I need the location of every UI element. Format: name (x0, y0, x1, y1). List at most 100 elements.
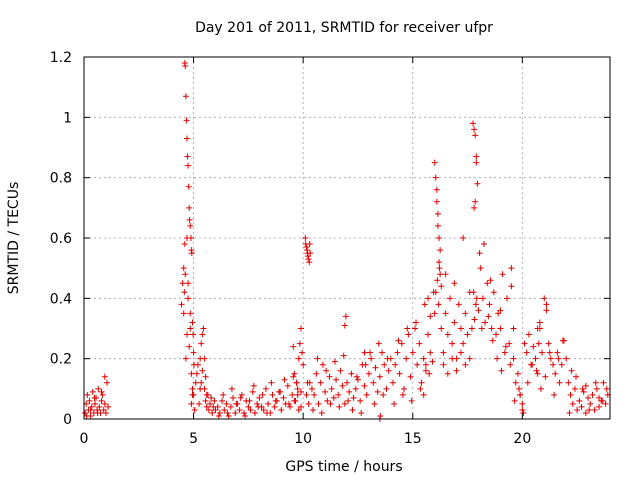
data-point (315, 400, 322, 407)
data-point (539, 349, 546, 356)
data-point (462, 361, 469, 368)
data-point (596, 394, 603, 401)
data-point (422, 361, 429, 368)
data-point (442, 310, 449, 317)
data-point (503, 295, 510, 302)
data-point (436, 265, 443, 272)
data-point (377, 412, 384, 419)
data-point (489, 337, 496, 344)
data-point (437, 271, 444, 278)
data-point (600, 379, 607, 386)
data-point (254, 400, 261, 407)
data-point (240, 409, 247, 416)
data-point (420, 355, 427, 362)
data-point (519, 406, 526, 413)
data-point (199, 367, 206, 374)
data-point (432, 174, 439, 181)
data-point (202, 373, 209, 380)
data-point (473, 295, 480, 302)
data-point (372, 364, 379, 371)
data-point (293, 379, 300, 386)
data-point (233, 400, 240, 407)
data-point (189, 391, 196, 398)
data-point (297, 325, 304, 332)
data-point (555, 355, 562, 362)
data-point (255, 403, 262, 410)
data-point (84, 391, 91, 398)
data-point (238, 391, 245, 398)
data-point (455, 301, 462, 308)
data-point (437, 247, 444, 254)
data-point (368, 355, 375, 362)
data-point (390, 379, 397, 386)
data-point (88, 403, 95, 410)
x-tick-label: 10 (294, 431, 312, 447)
data-point (102, 409, 109, 416)
data-point (183, 117, 190, 124)
data-point (603, 385, 610, 392)
data-point (533, 367, 540, 374)
y-tick-label: 1.2 (50, 50, 72, 66)
data-point (180, 265, 187, 272)
data-point (413, 319, 420, 326)
data-series-ufpr (82, 60, 611, 422)
data-point (521, 340, 528, 347)
data-point (185, 280, 192, 287)
x-tick-label: 5 (189, 431, 198, 447)
data-point (251, 409, 258, 416)
data-point (340, 352, 347, 359)
data-point (587, 400, 594, 407)
data-point (322, 388, 329, 395)
data-point (350, 394, 357, 401)
data-point (96, 403, 103, 410)
data-point (487, 277, 494, 284)
data-point (514, 370, 521, 377)
data-point (565, 379, 572, 386)
data-point (579, 385, 586, 392)
data-point (563, 355, 570, 362)
data-point (182, 63, 189, 70)
data-point (308, 385, 315, 392)
data-point (550, 361, 557, 368)
data-point (191, 406, 198, 413)
data-point (247, 406, 254, 413)
data-point (502, 343, 509, 350)
data-point (477, 265, 484, 272)
data-point (178, 301, 185, 308)
data-point (479, 295, 486, 302)
data-point (558, 361, 565, 368)
data-point (498, 367, 505, 374)
data-point (182, 355, 189, 362)
data-point (440, 349, 447, 356)
x-axis-label: GPS time / hours (285, 459, 402, 475)
data-point (554, 349, 561, 356)
data-point (188, 250, 195, 257)
data-point (444, 331, 451, 338)
data-point (295, 406, 302, 413)
data-point (471, 204, 478, 211)
data-point (468, 325, 475, 332)
data-point (100, 406, 107, 413)
data-point (344, 379, 350, 386)
data-point (187, 325, 194, 332)
data-point (547, 355, 554, 362)
data-point (574, 406, 581, 413)
data-point (327, 400, 334, 407)
data-point (512, 379, 519, 386)
data-point (438, 325, 445, 332)
data-point (466, 355, 473, 362)
y-tick-labels: 0 0.2 0.4 0.6 0.8 1 1.2 (50, 50, 72, 428)
data-point (285, 400, 292, 407)
data-point (336, 403, 343, 410)
data-point (232, 409, 239, 416)
x-tick-label: 0 (80, 431, 89, 447)
y-tick-label: 0.2 (50, 352, 72, 368)
x-tick-label: 15 (404, 431, 422, 447)
data-point (472, 198, 479, 205)
data-point (546, 349, 553, 356)
data-point (101, 373, 108, 380)
data-point (405, 331, 412, 338)
data-point (265, 400, 272, 407)
data-point (432, 289, 439, 296)
data-point (297, 403, 304, 410)
